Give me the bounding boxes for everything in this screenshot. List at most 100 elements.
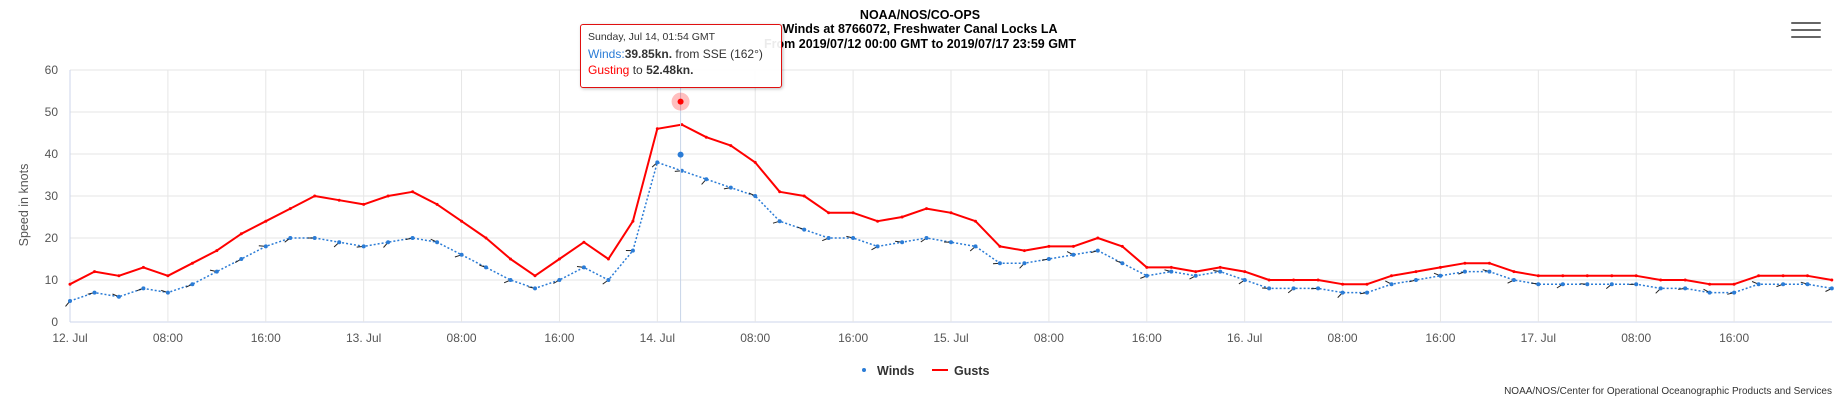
winds-point [1707, 290, 1712, 295]
gusts-point [1267, 278, 1271, 282]
gusts-point [166, 274, 170, 278]
gusts-point [1806, 274, 1809, 278]
gusts-point [362, 202, 366, 206]
gusts-point [1316, 278, 1320, 282]
winds-point [1585, 282, 1590, 287]
x-tick-label: 15. Jul [933, 331, 968, 345]
chart-menu-button[interactable] [1791, 17, 1821, 45]
plot-area [65, 70, 1834, 322]
winds-point [1267, 286, 1272, 291]
gusts-point [925, 207, 928, 211]
legend-gusts-label: Gusts [954, 364, 989, 378]
gusts-point [215, 249, 219, 253]
tooltip-winds-label: Winds: [588, 47, 625, 61]
gusts-point [1414, 270, 1418, 274]
tooltip-gust-to: to [632, 63, 643, 77]
gusts-point [753, 160, 757, 164]
gusts-point [1561, 274, 1565, 278]
y-tick-label: 10 [45, 273, 59, 287]
highlighted-wind-point [677, 151, 684, 158]
winds-point [1414, 278, 1418, 282]
gusts-point [288, 207, 292, 211]
x-tick-label: 16:00 [1425, 331, 1455, 345]
gusts-point [1145, 265, 1149, 269]
gusts-point [1536, 274, 1540, 278]
gusts-point [533, 274, 537, 278]
winds-point [165, 290, 170, 295]
winds-point [337, 240, 342, 245]
winds-point [851, 236, 856, 240]
winds-point [826, 236, 831, 240]
winds-point [1389, 282, 1394, 287]
winds-point [655, 160, 660, 165]
gusts-point [509, 257, 512, 261]
x-tick-label: 16:00 [1132, 331, 1162, 345]
winds-point [1169, 269, 1174, 274]
gusts-point [900, 215, 904, 219]
winds-point [484, 265, 488, 270]
winds-point [1316, 286, 1321, 291]
chart-title-line-2: Winds at 8766072, Freshwater Canal Locks… [783, 22, 1058, 36]
winds-point [1218, 269, 1223, 274]
tooltip-gust-value: 52.48kn. [646, 63, 694, 77]
y-axis-ticks: 0 10 20 30 40 50 60 [45, 63, 59, 329]
x-tick-label: 16. Jul [1227, 331, 1262, 345]
gusts-point [141, 265, 145, 269]
winds-point [949, 240, 953, 245]
gusts-point [460, 219, 464, 223]
gusts-point [1830, 278, 1834, 282]
gusts-point [1120, 244, 1124, 248]
winds-point [1487, 269, 1492, 274]
winds-point [704, 177, 709, 182]
gusts-point [1096, 236, 1100, 240]
winds-point [728, 185, 733, 190]
x-tick-label: 13. Jul [346, 331, 381, 345]
tooltip-date: Sunday, Jul 14, 01:54 GMT [588, 31, 716, 43]
x-tick-label: 12. Jul [52, 331, 87, 345]
gusts-point [68, 282, 72, 286]
gusts-point [974, 219, 977, 223]
legend-winds-label: Winds [877, 364, 914, 378]
legend-item-gusts[interactable]: Gusts [932, 364, 989, 378]
winds-point [533, 286, 537, 291]
winds-point [508, 278, 513, 282]
x-tick-label: 14. Jul [640, 331, 675, 345]
gusts-point [704, 135, 708, 139]
menu-icon-bar [1791, 36, 1821, 38]
winds-point [1781, 282, 1786, 287]
winds-point [1193, 273, 1198, 278]
winds-point [141, 286, 146, 291]
gusts-point [1341, 282, 1345, 286]
gusts-point [1683, 278, 1687, 282]
gusts-point [337, 198, 341, 202]
x-tick-label: 08:00 [1034, 331, 1064, 345]
tooltip-gust-line: Gusting to 52.48kn. [588, 62, 774, 78]
gusts-point [313, 194, 317, 198]
legend: Winds Gusts [862, 364, 989, 378]
gusts-point [1390, 274, 1393, 278]
gusts-point [1610, 274, 1614, 278]
x-tick-label: 16:00 [838, 331, 868, 345]
gusts-point [386, 194, 390, 198]
winds-point [459, 252, 464, 257]
gusts-point [1659, 278, 1663, 282]
gusts-point [1585, 274, 1589, 278]
winds-point [557, 278, 562, 282]
gusts-point [949, 211, 953, 215]
legend-item-winds[interactable]: Winds [862, 364, 914, 378]
gusts-point [1194, 270, 1198, 274]
winds-point [997, 261, 1002, 266]
winds-point [753, 194, 758, 198]
gusts-point [1463, 261, 1467, 265]
gusts-point [264, 219, 268, 223]
winds-point [1732, 290, 1737, 295]
x-tick-label: 16:00 [1719, 331, 1749, 345]
winds-point [410, 236, 415, 240]
gusts-point [778, 190, 782, 194]
winds-point [386, 240, 391, 245]
gusts-point [239, 232, 243, 236]
winds-point [361, 244, 366, 249]
winds-point [92, 290, 97, 295]
winds-point [973, 244, 978, 249]
